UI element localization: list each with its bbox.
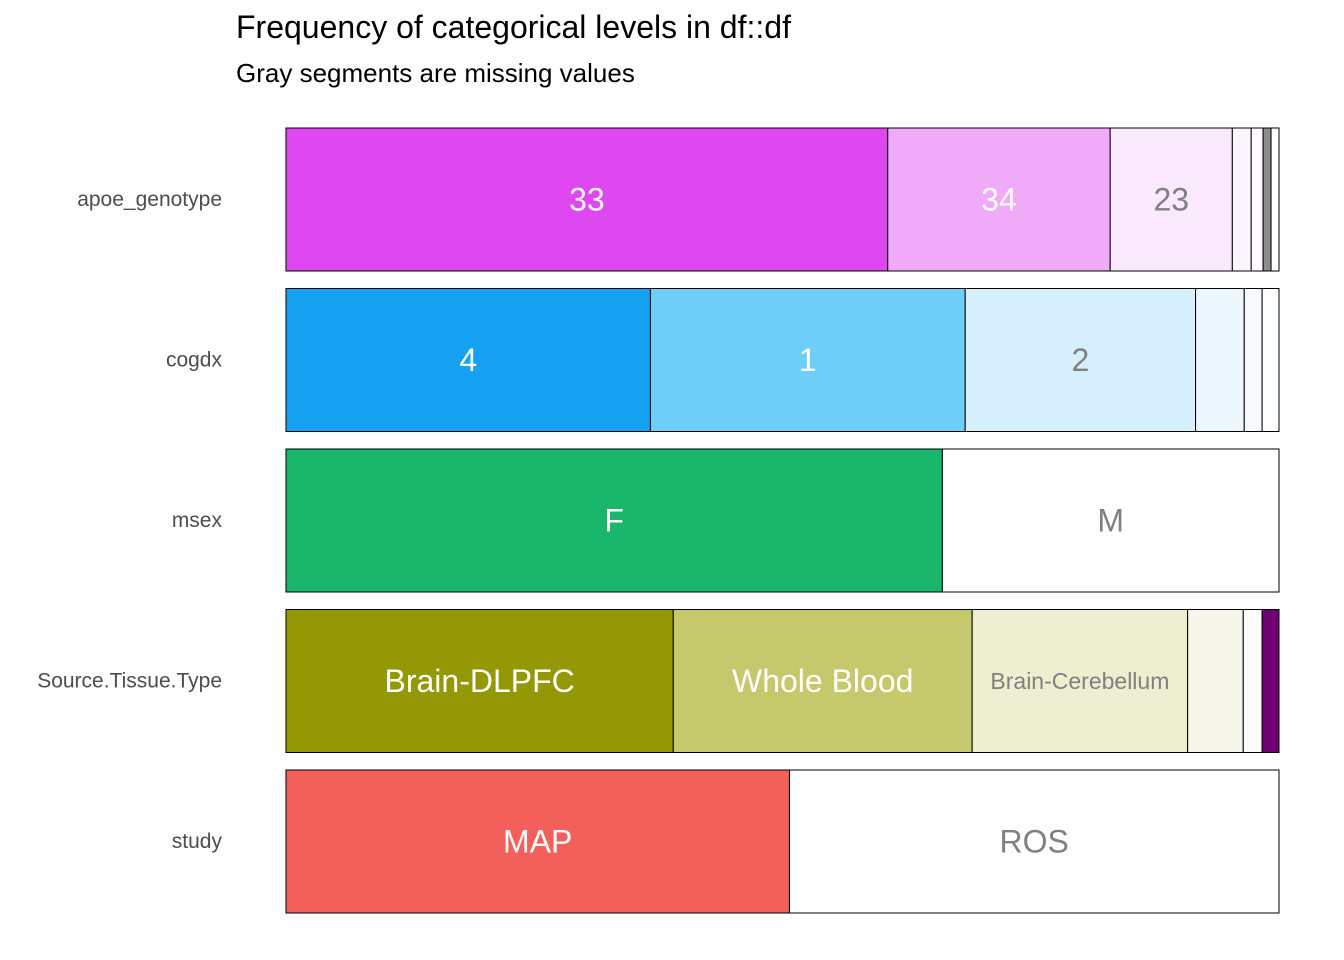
bar-segment-apoe-genotype-2 (1109, 127, 1233, 272)
bar-segment-cogdx-4 (1243, 288, 1263, 432)
bar-segment-apoe-genotype-6 (1270, 127, 1280, 272)
bar-segment-msex-0 (285, 448, 943, 593)
bar-segment-source-tissue-type-2 (971, 609, 1189, 753)
segment-label-study-map: MAP (503, 824, 572, 860)
bar-segment-apoe-genotype-5 (1262, 127, 1272, 272)
bar-segment-msex-1 (941, 448, 1280, 593)
segment-label-cogdx-1: 1 (799, 342, 817, 378)
chart-title: Frequency of categorical levels in df::d… (236, 9, 791, 45)
bar-segment-apoe-genotype-4 (1250, 127, 1264, 272)
y-axis-label-apoe-genotype: apoe_genotype (77, 188, 222, 211)
bar-segment-apoe-genotype-3 (1231, 127, 1252, 272)
segment-label-study-ros: ROS (1000, 824, 1069, 860)
bar-segment-cogdx-0 (285, 288, 651, 432)
bar-segment-source-tissue-type-0 (285, 609, 674, 753)
segment-label-apoe-genotype-33: 33 (569, 182, 605, 218)
bar-segment-cogdx-1 (649, 288, 966, 432)
segment-label-apoe-genotype-34: 34 (981, 182, 1017, 218)
segment-label-cogdx-4: 4 (459, 342, 477, 378)
bar-segment-study-0 (285, 769, 790, 914)
y-axis-label-cogdx: cogdx (166, 349, 223, 372)
y-axis-label-msex: msex (172, 509, 223, 532)
segment-label-source-tissue-type-whole-blood: Whole Blood (732, 663, 913, 699)
segment-label-cogdx-2: 2 (1072, 342, 1090, 378)
bar-segment-apoe-genotype-0 (285, 127, 889, 272)
bar-segment-study-1 (788, 769, 1280, 914)
segment-label-source-tissue-type-brain-cerebellum: Brain-Cerebellum (990, 668, 1169, 694)
segment-label-apoe-genotype-23: 23 (1153, 182, 1189, 218)
bar-segment-cogdx-5 (1261, 288, 1280, 432)
segment-label-msex-f: F (604, 503, 624, 539)
y-axis-label-source-tissue-type: Source.Tissue.Type (37, 670, 222, 693)
y-axis-label-study: study (172, 830, 223, 853)
bar-segment-source-tissue-type-1 (672, 609, 973, 753)
chart-subtitle: Gray segments are missing values (236, 58, 635, 88)
bar-segment-cogdx-3 (1195, 288, 1245, 432)
segment-label-source-tissue-type-brain-dlpfc: Brain-DLPFC (385, 663, 575, 699)
segment-label-msex-m: M (1097, 503, 1124, 539)
bar-segment-source-tissue-type-4 (1242, 609, 1263, 753)
bar-segment-source-tissue-type-3 (1187, 609, 1244, 753)
bar-segment-source-tissue-type-5 (1261, 609, 1280, 753)
bar-segment-cogdx-2 (964, 288, 1197, 432)
